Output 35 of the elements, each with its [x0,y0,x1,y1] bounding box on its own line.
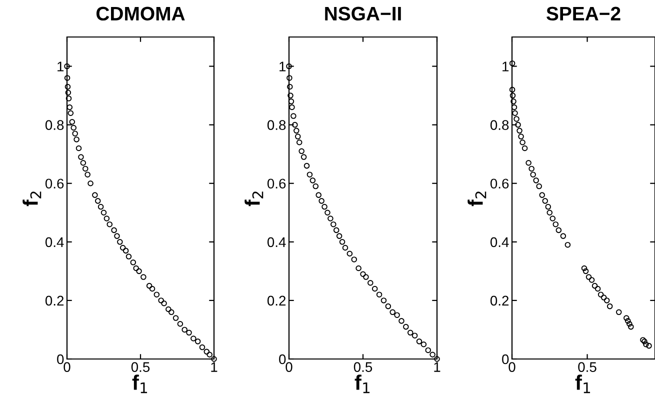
y-tick-label: 0 [279,354,286,364]
y-tick-label: 1 [502,62,509,72]
x-tick-label: 0 [286,362,292,372]
y-tick-label: 0 [502,354,509,364]
x-tick-label: 1 [211,362,218,372]
y-tick-label: 0.6 [490,178,509,189]
y-tick-label: 0.4 [267,237,286,248]
y-tick-label: 0 [57,354,64,364]
y-tick-label: 1 [280,62,286,72]
y-tick-label: 0.2 [490,296,509,306]
x-tick-label: 0.5 [131,362,150,372]
y-axis-title: f$_{2}$ [468,192,486,206]
y-tick-label: 0.4 [45,237,64,248]
y-tick-label: 0.6 [267,178,286,189]
x-axis-title: f$_{1}$ [575,374,590,394]
y-tick-label: 1 [58,62,64,72]
y-tick-label: 0.4 [490,237,509,248]
y-tick-label: 0.2 [45,296,64,306]
x-tick-label: 0.5 [354,362,372,372]
x-axis-title: f$_{1}$ [354,374,370,394]
y-axis-title: f$_{2}$ [244,192,264,206]
x-axis-title: f$_{1}$ [132,374,148,394]
y-axis-title: f$_{2}$ [22,192,42,206]
chart-title: NSGA−II [325,6,401,21]
chart-title: CDMOMA [96,6,185,21]
x-tick-label: 0 [508,362,516,372]
y-tick-label: 0.8 [267,120,286,130]
y-tick-label: 0.6 [45,178,64,189]
y-tick-label: 0.8 [490,120,509,130]
chart-title: SPEA−2 [546,6,620,21]
y-tick-label: 0.2 [267,296,286,306]
y-tick-label: 0.8 [45,120,64,130]
x-tick-label: 0.5 [578,362,596,372]
x-tick-label: 0 [64,362,70,372]
x-tick-label: 1 [434,362,440,372]
